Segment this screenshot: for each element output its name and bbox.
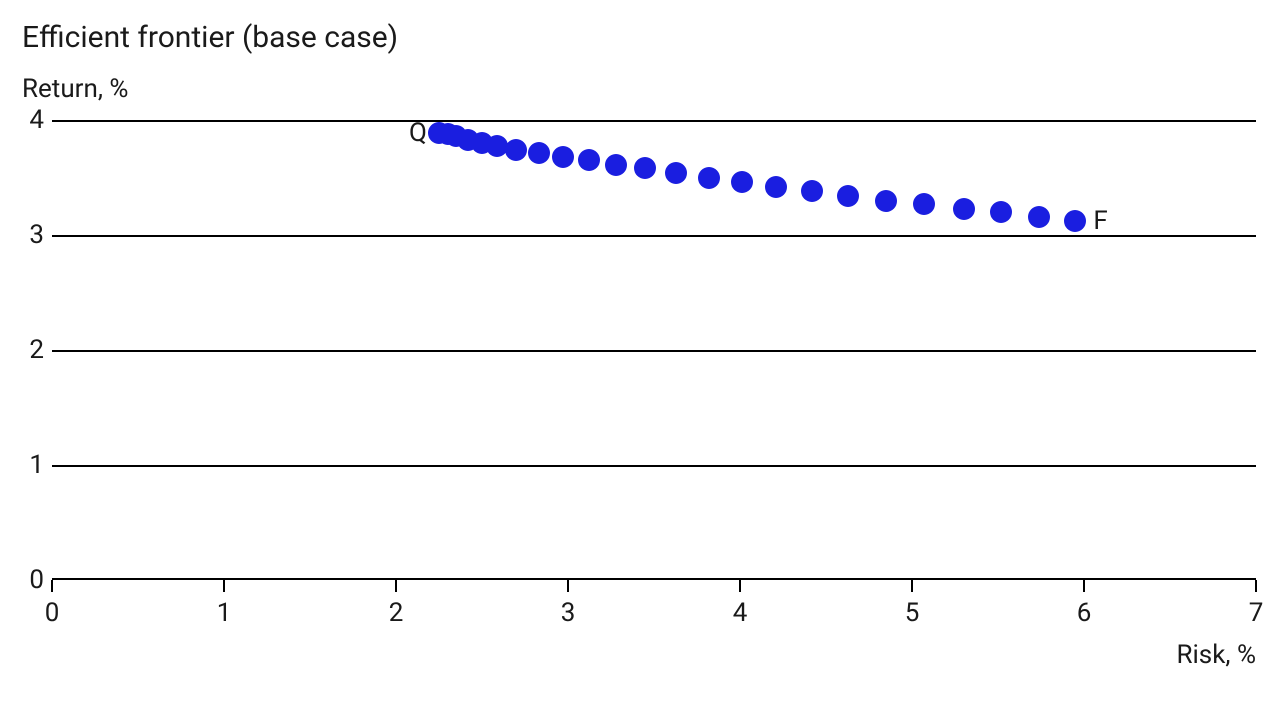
data-point xyxy=(698,167,720,189)
x-tick-label: 6 xyxy=(1077,598,1092,628)
data-point xyxy=(875,190,897,212)
data-point xyxy=(953,198,975,220)
x-tick xyxy=(1083,580,1085,592)
gridline xyxy=(52,235,1256,237)
x-tick-label: 0 xyxy=(45,598,60,628)
data-point xyxy=(552,146,574,168)
efficient-frontier-chart: Efficient frontier (base case) Return, %… xyxy=(0,0,1280,720)
chart-title: Efficient frontier (base case) xyxy=(22,20,398,55)
gridline xyxy=(52,350,1256,352)
x-tick xyxy=(223,580,225,592)
y-axis-label: Return, % xyxy=(22,74,128,104)
plot-area: 0123401234567QF xyxy=(52,120,1256,580)
data-point xyxy=(578,149,600,171)
y-tick-label: 2 xyxy=(4,335,44,365)
y-tick-label: 3 xyxy=(4,220,44,250)
x-tick-label: 1 xyxy=(217,598,232,628)
x-tick xyxy=(911,580,913,592)
data-point xyxy=(765,176,787,198)
x-tick xyxy=(1255,580,1257,592)
data-point xyxy=(634,157,656,179)
gridline xyxy=(52,120,1256,122)
point-annotation: F xyxy=(1093,206,1107,236)
data-point xyxy=(1064,210,1086,232)
data-point xyxy=(913,193,935,215)
x-tick xyxy=(51,580,53,592)
x-axis-label: Risk, % xyxy=(1176,640,1256,670)
x-tick-label: 3 xyxy=(561,598,576,628)
y-tick-label: 0 xyxy=(4,565,44,595)
x-tick xyxy=(739,580,741,592)
point-annotation: Q xyxy=(409,118,427,148)
data-point xyxy=(505,139,527,161)
x-tick xyxy=(567,580,569,592)
data-point xyxy=(528,142,550,164)
data-point xyxy=(731,171,753,193)
data-point xyxy=(1028,206,1050,228)
x-tick-label: 4 xyxy=(733,598,748,628)
y-tick-label: 1 xyxy=(4,450,44,480)
x-tick-label: 7 xyxy=(1249,598,1264,628)
x-tick-label: 2 xyxy=(389,598,404,628)
data-point xyxy=(837,185,859,207)
data-point xyxy=(990,201,1012,223)
x-tick xyxy=(395,580,397,592)
x-axis-line xyxy=(52,578,1256,580)
x-tick-label: 5 xyxy=(905,598,920,628)
data-point xyxy=(665,162,687,184)
y-tick-label: 4 xyxy=(4,105,44,135)
gridline xyxy=(52,465,1256,467)
data-point xyxy=(605,154,627,176)
data-point xyxy=(801,180,823,202)
